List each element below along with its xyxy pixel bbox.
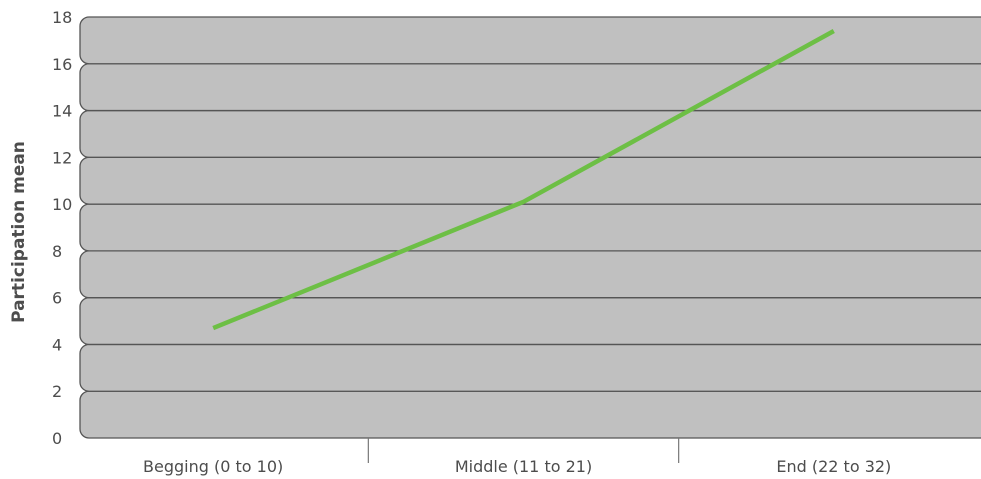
- grid-band: [79, 390, 981, 439]
- y-axis-title: Participation mean: [9, 141, 29, 323]
- x-category-label: Begging (0 to 10): [143, 457, 283, 476]
- grid-band: [79, 297, 981, 346]
- y-tick-label: 4: [52, 335, 62, 354]
- grid-band: [79, 343, 981, 392]
- grid-band: [79, 250, 981, 299]
- y-tick-label: 18: [52, 8, 72, 27]
- series-layer: [212, 29, 835, 331]
- y-tick-label: 2: [52, 382, 62, 401]
- y-tick-label: 6: [52, 289, 62, 308]
- y-tick-label: 0: [52, 429, 62, 448]
- x-category-label: Middle (11 to 21): [455, 457, 592, 476]
- x-axis: Begging (0 to 10) Middle (11 to 21) End (2…: [143, 438, 891, 476]
- grid-band: [79, 16, 981, 65]
- y-tick-label: 10: [52, 195, 72, 214]
- grid-bands: [79, 16, 981, 439]
- x-category-label: End (22 to 32): [776, 457, 891, 476]
- y-tick-label: 12: [52, 148, 72, 167]
- grid-band: [79, 109, 981, 158]
- grid-band: [79, 63, 981, 112]
- y-tick-label: 14: [52, 102, 72, 121]
- y-tick-label: 8: [52, 242, 62, 261]
- y-axis-ticks: 0 2 4 6 8 10 12 14 16 18: [52, 8, 72, 448]
- y-tick-label: 16: [52, 55, 72, 74]
- grid-band: [79, 203, 981, 252]
